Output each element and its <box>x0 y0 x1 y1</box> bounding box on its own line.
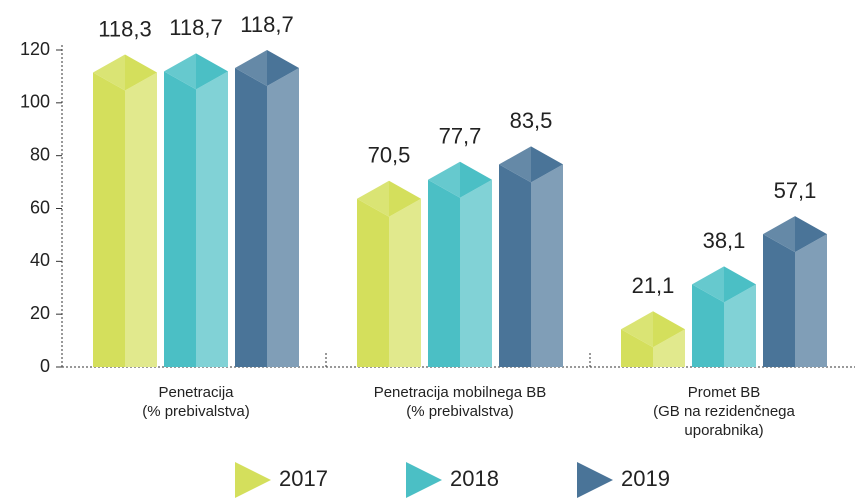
bar <box>499 146 563 367</box>
y-tick-label: 120 <box>20 39 50 59</box>
bar <box>621 311 685 367</box>
legend-marker <box>577 462 613 498</box>
y-tick-label: 80 <box>30 144 50 164</box>
bar-face-right <box>267 68 299 367</box>
bar-face-left <box>93 72 125 367</box>
bar-face-left <box>235 68 267 367</box>
legend-label: 2017 <box>279 466 328 491</box>
bar-roof-right <box>724 266 756 303</box>
value-label: 70,5 <box>368 143 411 168</box>
y-tick-label: 100 <box>20 92 50 112</box>
bar-face-right <box>125 72 157 367</box>
bar-face-left <box>692 284 724 367</box>
bar-face-right <box>389 198 421 367</box>
value-label: 118,7 <box>169 15 222 40</box>
bar-face-right <box>653 329 685 367</box>
bar-roof-right <box>531 146 563 183</box>
value-label: 57,1 <box>774 178 817 203</box>
bar-roof-left <box>692 266 724 303</box>
bar <box>763 216 827 367</box>
x-tick-label: (% prebivalstva) <box>142 403 250 420</box>
bar-roof-left <box>499 146 531 183</box>
bar-face-right <box>724 284 756 367</box>
bar <box>692 266 756 367</box>
value-label: 21,1 <box>632 273 675 298</box>
bar-roof-left <box>235 50 267 86</box>
bar-face-right <box>531 164 563 367</box>
bar-roof-left <box>357 180 389 217</box>
bar-face-left <box>763 234 795 367</box>
bar-roof-left <box>93 54 125 91</box>
bar-roof-right <box>125 54 157 91</box>
x-tick-label: Penetracija <box>158 384 234 401</box>
y-tick-label: 0 <box>40 356 50 376</box>
legend-marker <box>235 462 271 498</box>
value-label: 77,7 <box>439 124 482 149</box>
bar-roof-right <box>389 180 421 217</box>
bar <box>357 180 421 367</box>
bar-roof-left <box>428 161 460 198</box>
value-label: 118,7 <box>240 12 293 37</box>
bar-roof-right <box>460 161 492 198</box>
x-tick-label: (% prebivalstva) <box>406 403 514 420</box>
bar-roof-left <box>763 216 795 253</box>
bar-face-left <box>164 71 196 367</box>
bar-roof-left <box>164 53 196 90</box>
legend-label: 2019 <box>621 466 670 491</box>
bar <box>235 50 299 367</box>
bar-face-left <box>428 179 460 367</box>
bar-face-left <box>621 329 653 367</box>
bar-face-left <box>357 198 389 367</box>
bar-face-right <box>460 179 492 367</box>
bar <box>93 54 157 367</box>
y-tick-label: 60 <box>30 197 50 217</box>
bar-roof-right <box>795 216 827 253</box>
legend-marker <box>406 462 442 498</box>
x-tick-label: (GB na rezidenčnega <box>653 403 795 420</box>
x-tick-label: Penetracija mobilnega BB <box>374 384 547 401</box>
y-tick-label: 20 <box>30 303 50 323</box>
bar-roof-right <box>196 53 228 90</box>
x-tick-label: uporabnika) <box>684 422 763 439</box>
bar-roof-right <box>653 311 685 348</box>
bar <box>164 53 228 367</box>
x-tick-label: Promet BB <box>688 384 761 401</box>
bar-roof-left <box>621 311 653 348</box>
y-tick-label: 40 <box>30 250 50 270</box>
legend-label: 2018 <box>450 466 499 491</box>
bar-face-left <box>499 164 531 367</box>
bar-roof-right <box>267 50 299 86</box>
value-label: 83,5 <box>510 108 553 133</box>
value-label: 38,1 <box>703 228 746 253</box>
value-label: 118,3 <box>98 16 151 41</box>
bar-face-right <box>795 234 827 367</box>
bar-face-right <box>196 71 228 367</box>
bar <box>428 161 492 367</box>
